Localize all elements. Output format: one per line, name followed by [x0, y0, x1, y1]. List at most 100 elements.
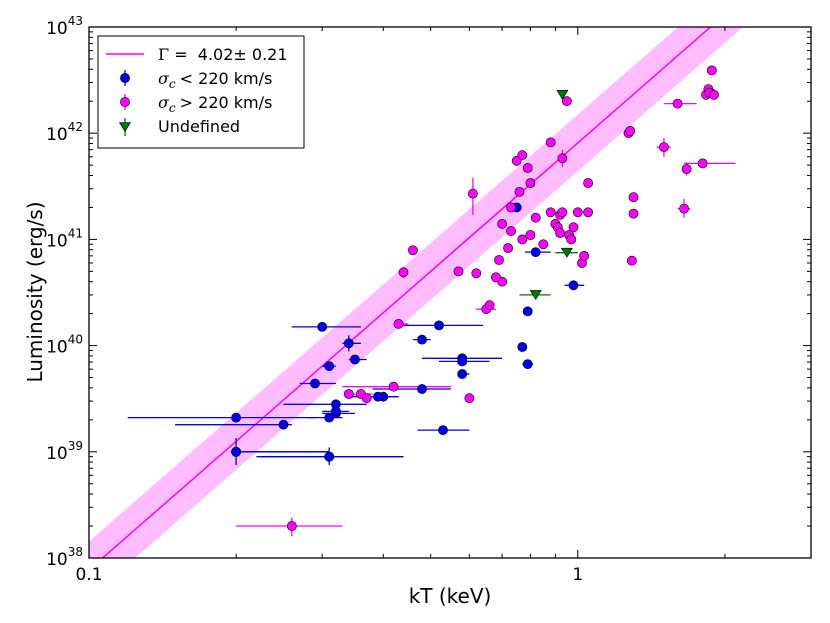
data-point-low	[372, 391, 383, 402]
data-point-low	[310, 378, 320, 389]
data-point-undef	[560, 247, 573, 258]
data-point-high	[628, 192, 639, 202]
data-point-high	[659, 142, 669, 152]
data-point-high	[484, 300, 495, 311]
legend-undef-swatch-marker	[118, 122, 132, 133]
data-point-undef	[529, 290, 542, 300]
y-tick-label: 1040	[46, 333, 83, 358]
data-point-high	[407, 245, 418, 256]
data-point-high	[625, 125, 636, 136]
x-tick-label: 1	[572, 565, 583, 585]
data-point-high	[514, 186, 525, 197]
data-point-high	[545, 207, 556, 218]
data-point-high	[706, 65, 717, 76]
data-point-high	[557, 207, 568, 218]
data-point-high	[343, 389, 354, 399]
data-point-high	[583, 178, 593, 188]
data-point-low	[349, 354, 360, 365]
legend-low-symbol: σ	[158, 69, 170, 88]
data-point-high	[525, 230, 536, 240]
data-point-high	[522, 163, 533, 173]
data-point-high	[626, 255, 637, 266]
data-point-undef	[556, 90, 569, 100]
data-point-low	[522, 359, 533, 369]
fit-line	[101, 27, 712, 558]
data-point-high	[471, 268, 482, 279]
legend-fit-symbol: Γ	[158, 45, 169, 64]
legend-low-swatch-marker	[120, 73, 130, 83]
data-point-low	[231, 412, 241, 423]
data-point-high	[517, 234, 528, 245]
data-point-low	[330, 406, 341, 417]
data-point-high	[453, 266, 464, 277]
data-point-low	[530, 247, 541, 257]
legend-low-sub: c	[169, 77, 176, 91]
data-point-high	[557, 153, 568, 164]
legend-low-value: < 220 km/s	[180, 69, 273, 88]
data-point-high	[525, 178, 536, 188]
legend-high-label: σc > 220 km/s	[158, 93, 272, 115]
axis-tick-labels: 0.1 1 1038 1039 1040 1041 1042 1043	[46, 14, 583, 585]
data-point-high	[681, 164, 692, 174]
data-point-low	[343, 338, 354, 349]
legend: Γ = 4.02± 0.21 σc < 220 km/s σc > 220 km/s…	[97, 35, 305, 149]
data-point-low	[457, 356, 468, 367]
data-point-high	[538, 239, 549, 250]
data-point-high	[555, 228, 565, 238]
y-tick-label: 1038	[46, 545, 83, 570]
legend-high-value: > 220 km/s	[180, 93, 273, 112]
data-point-low	[278, 419, 289, 430]
data-point-low	[517, 342, 528, 352]
data-point-high	[530, 212, 541, 223]
data-point-high	[398, 267, 409, 278]
data-point-high	[494, 255, 504, 265]
legend-high-symbol: σ	[158, 93, 170, 112]
y-tick-label: 1042	[46, 120, 83, 145]
data-point-low	[417, 334, 427, 345]
legend-fit-label: Γ = 4.02± 0.21	[158, 45, 288, 64]
y-tick-label: 1039	[46, 439, 83, 464]
data-point-high	[579, 250, 589, 261]
data-point-low	[417, 384, 427, 394]
data-point-high	[679, 203, 689, 214]
y-tick-label: 1043	[46, 14, 83, 39]
data-point-high	[393, 318, 404, 329]
data-point-high	[506, 226, 516, 236]
data-point-low	[522, 306, 533, 317]
legend-high-sub: c	[169, 101, 176, 115]
data-point-high	[545, 137, 556, 148]
legend-low-label: σc < 220 km/s	[158, 69, 272, 91]
data-point-high	[562, 96, 572, 107]
data-point-high	[361, 393, 372, 404]
y-tick-label: 1041	[46, 226, 83, 251]
data-point-layer	[231, 65, 719, 531]
fit-line-layer	[101, 27, 712, 558]
data-point-high	[490, 272, 501, 283]
data-point-high	[286, 521, 297, 531]
data-point-low	[231, 446, 241, 457]
data-point-low	[434, 320, 444, 331]
data-point-high	[697, 158, 708, 169]
data-point-low	[324, 451, 335, 462]
axis-ticks	[88, 26, 812, 559]
data-point-low	[438, 425, 448, 435]
data-point-high	[583, 207, 593, 218]
y-axis-label: Luminosity (erg/s)	[23, 201, 47, 382]
legend-undef-label: Undefined	[158, 117, 240, 136]
data-point-high	[572, 207, 583, 218]
data-point-high	[566, 234, 577, 245]
data-point-high	[709, 89, 719, 100]
data-point-low	[568, 280, 579, 291]
data-point-high	[464, 393, 475, 404]
x-tick-label: 0.1	[75, 565, 102, 585]
data-point-high	[628, 208, 639, 219]
data-point-high	[388, 381, 399, 392]
data-point-high	[517, 150, 528, 161]
legend-fit-eq: =	[169, 45, 198, 64]
data-point-high	[503, 243, 513, 253]
legend-high-swatch-marker	[120, 97, 130, 107]
data-point-high	[506, 202, 516, 213]
data-point-high	[467, 188, 478, 199]
data-point-low	[324, 412, 335, 423]
